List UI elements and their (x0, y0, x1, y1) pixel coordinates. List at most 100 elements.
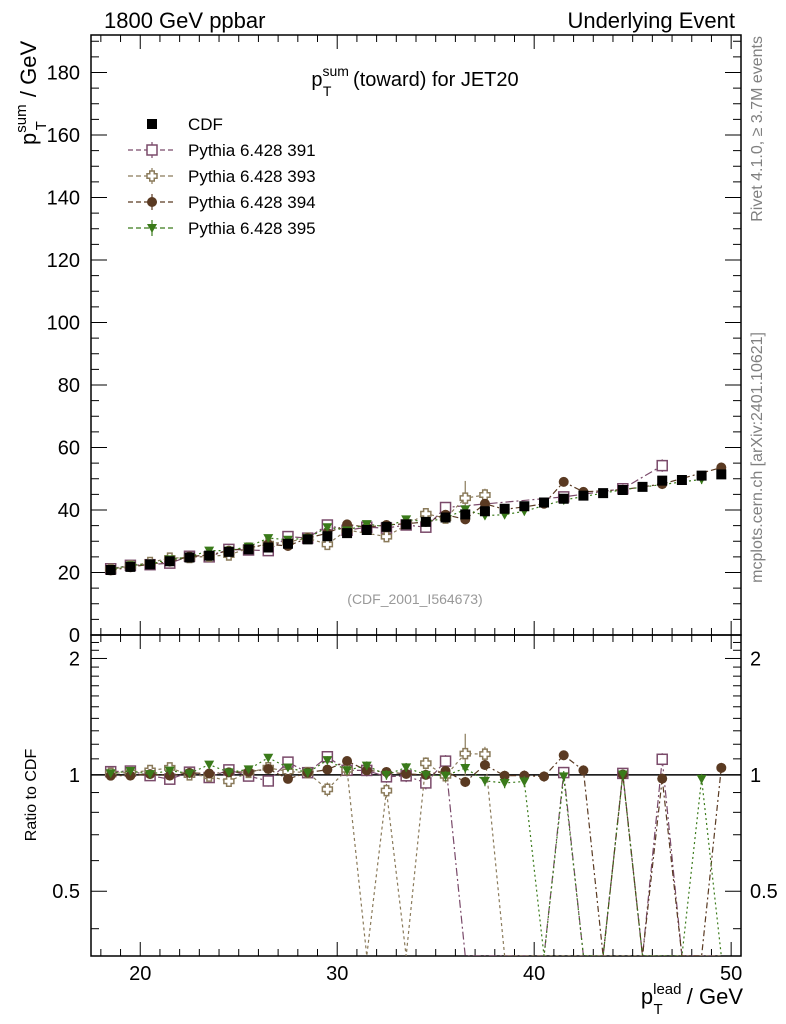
ratio-point-3 (716, 762, 727, 773)
side-rivet: Rivet 4.1.0, ≥ 3.7M events (749, 36, 766, 222)
ratio-point-2 (479, 748, 491, 760)
y-tick-label: 20 (58, 563, 80, 585)
ratio-point-3 (263, 763, 274, 774)
cdf-point (676, 475, 687, 485)
ratio-point-4 (243, 765, 254, 775)
cdf-point (696, 470, 707, 481)
x-tick-label: 50 (720, 963, 742, 985)
plot-title-rest: (toward) for JET20 (347, 69, 518, 91)
ratio-y-label: Ratio to CDF (23, 749, 40, 842)
ratio-point-2 (321, 783, 334, 796)
cdf-point (401, 519, 412, 530)
ratio-tick-label-left: 0.5 (52, 881, 80, 903)
cdf-point (637, 481, 648, 492)
ratio-point-2 (459, 747, 471, 760)
ratio-point-1 (262, 775, 275, 787)
series-point-4 (322, 523, 333, 533)
legend-label: CDF (188, 115, 223, 134)
cdf-point (243, 544, 254, 555)
cdf-point (145, 559, 156, 570)
cdf-point (263, 542, 274, 553)
ratio-tick-label-left: 2 (69, 648, 80, 670)
cdf-point (322, 531, 333, 542)
ratio-point-4 (125, 767, 136, 777)
ratio-point-4 (105, 769, 116, 779)
ratio-point-4 (617, 770, 628, 780)
series-point-2 (459, 492, 471, 504)
cdf-point (657, 475, 668, 486)
legend-marker (147, 224, 157, 233)
series-point-1 (656, 459, 668, 472)
y-tick-label: 0 (69, 625, 80, 647)
y-tick-label: 40 (58, 500, 80, 522)
ratio-tick-label-right: 0.5 (750, 881, 778, 903)
ratio-point-3 (479, 759, 490, 770)
ratio-point-4 (440, 771, 451, 781)
cdf-point (440, 512, 451, 523)
main-layer (104, 459, 727, 576)
side-mcplots: mcplots.cern.ch [arXiv:2401.10621] (749, 332, 766, 583)
ratio-point-4 (696, 774, 707, 784)
ratio-point-2 (420, 757, 432, 769)
legend-marker (147, 119, 157, 129)
series-point-4 (361, 520, 372, 530)
cdf-point (105, 565, 116, 575)
cdf-point (184, 552, 195, 563)
ratio-point-3 (322, 764, 333, 775)
plot-title: psum T (toward) for JET20 (311, 63, 518, 99)
x-axis-label-rest: / GeV (681, 984, 744, 1009)
x-axis-label-main: p (641, 984, 653, 1009)
x-axis-label-sub: T (653, 1001, 662, 1018)
legend-entry-4: Pythia 6.428 395 (128, 219, 316, 238)
legend-entry-3: Pythia 6.428 394 (128, 193, 316, 212)
legend-label: Pythia 6.428 395 (188, 219, 316, 238)
cdf-point (125, 561, 136, 572)
x-tick-label: 30 (326, 963, 348, 985)
cdf-point (460, 509, 471, 520)
ratio-point-1 (439, 755, 452, 767)
header-left: 1800 GeV ppbar (104, 8, 265, 33)
cdf-point (361, 525, 372, 535)
y-axis-label-sup: sum (13, 104, 30, 132)
legend-entry-0: CDF (147, 115, 223, 134)
ratio-point-4 (519, 777, 530, 787)
x-tick-label: 20 (129, 963, 151, 985)
series-point-2 (479, 489, 491, 501)
ratio-point-4 (401, 763, 412, 773)
y-axis-label-rest: / GeV (16, 41, 41, 104)
ratio-point-4 (381, 770, 392, 780)
cdf-point (598, 488, 609, 499)
cdf-point (578, 490, 589, 501)
x-axis-label-sup: lead (653, 981, 681, 998)
cdf-point (282, 538, 293, 549)
cdf-point (539, 497, 550, 508)
ratio-point-4 (263, 753, 274, 763)
series-line-3 (110, 466, 722, 571)
y-axis-label: psum T / GeV (13, 41, 50, 145)
legend-marker (146, 170, 158, 182)
cdf-point (342, 528, 353, 539)
cdf-point (519, 501, 530, 512)
ratio-point-3 (558, 750, 569, 761)
ratio-point-4 (145, 770, 156, 780)
ratio-point-3 (578, 765, 589, 776)
legend-label: Pythia 6.428 391 (188, 141, 316, 160)
header-right: Underlying Event (567, 8, 735, 33)
ratio-point-4 (282, 763, 293, 773)
y-tick-label: 60 (58, 438, 80, 460)
y-tick-label: 100 (47, 313, 80, 335)
cdf-point (164, 556, 175, 567)
plot-title-sup: sum (322, 63, 348, 79)
ratio-point-1 (656, 753, 668, 766)
ratio-point-4 (558, 772, 569, 782)
ratio-tick-label-right: 2 (750, 648, 761, 670)
ratio-point-4 (342, 766, 353, 776)
x-axis-label: plead T / GeV (641, 981, 743, 1018)
series-point-2 (321, 538, 334, 551)
legend-entry-1: Pythia 6.428 391 (128, 141, 316, 160)
ratio-point-3 (342, 756, 353, 767)
cdf-point (617, 485, 628, 495)
cdf-point (716, 469, 727, 480)
cdf-point (420, 516, 431, 527)
